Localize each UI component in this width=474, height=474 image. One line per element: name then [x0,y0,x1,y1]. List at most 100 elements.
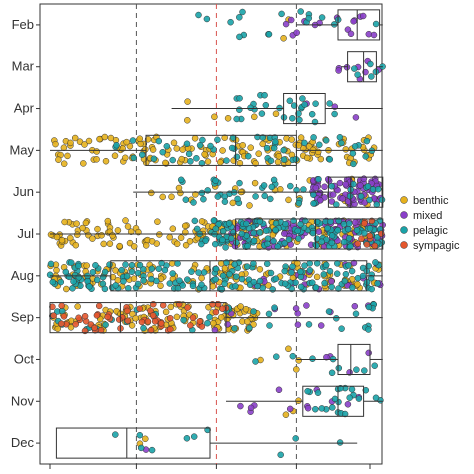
point-jul-benthic [177,234,185,241]
point-aug-pelagic [57,278,65,286]
point-apr-pelagic [247,104,254,112]
point-jun-mixed [342,181,349,188]
point-aug-benthic [221,265,229,272]
point-jul-pelagic [324,224,331,232]
point-oct-benthic [295,357,302,364]
point-jun-pelagic [366,196,373,204]
point-sep-benthic [128,322,136,329]
point-nov-pelagic [304,387,311,395]
point-jun-pelagic [212,177,219,184]
point-jun-pelagic [310,200,317,207]
point-jul-benthic [74,231,81,238]
point-may-benthic [247,144,254,151]
point-jun-mixed [336,179,344,187]
point-may-benthic [55,156,62,163]
point-nov-benthic [295,397,302,404]
point-sep-sympagic [157,320,165,327]
point-oct-pelagic [353,366,360,373]
point-sep-sympagic [49,303,56,311]
point-jul-sympagic [358,235,365,243]
point-jun-pelagic [252,193,259,200]
point-dec-pelagic [292,435,299,442]
point-may-benthic [275,153,283,160]
point-jun-pelagic [200,195,207,203]
point-jul-benthic [100,240,107,248]
point-jul-benthic [79,224,86,232]
point-dec-pelagic [190,433,198,440]
point-sep-benthic [173,313,181,321]
point-jun-pelagic [315,175,322,183]
point-nov-pelagic [372,394,380,402]
point-jul-benthic [166,233,173,241]
point-sep-benthic [217,314,225,321]
point-may-pelagic [336,134,344,141]
point-may-benthic [122,154,129,162]
point-jul-pelagic [313,218,321,225]
point-aug-pelagic [349,284,356,291]
point-mar-pelagic [354,71,361,78]
point-may-pelagic [196,142,204,149]
point-sep-sympagic [166,314,174,322]
point-may-benthic [85,137,93,145]
point-may-benthic [191,135,199,142]
point-may-benthic [259,140,266,148]
point-jul-pelagic [313,242,320,249]
point-aug-pelagic [238,275,246,283]
point-sep-pelagic [266,322,273,329]
point-aug-pelagic [69,285,76,292]
point-aug-pelagic [289,263,296,270]
point-apr-pelagic [290,102,298,109]
point-sep-mixed [317,322,325,329]
point-jul-pelagic [281,239,288,247]
month-label-aug: Aug [11,268,34,283]
point-nov-pelagic [341,410,349,418]
box-apr [283,92,326,125]
point-apr-pelagic [308,110,316,118]
point-jul-pelagic [366,225,374,232]
point-may-benthic [93,156,100,163]
point-aug-benthic [157,282,164,290]
point-apr-benthic [251,113,258,121]
point-aug-pelagic [263,260,271,268]
point-jul-pelagic [264,240,271,248]
point-jun-pelagic [378,196,386,204]
point-apr-pelagic [311,118,319,126]
point-jul-pelagic [347,243,354,250]
point-aug-pelagic [281,267,288,275]
point-feb-benthic [280,35,287,42]
point-sep-sympagic [50,312,57,319]
point-jul-pelagic [345,234,353,242]
point-may-pelagic [322,137,330,144]
point-may-pelagic [228,144,236,152]
point-jun-pelagic [293,186,300,194]
point-aug-benthic [53,266,60,274]
point-sep-mixed [303,302,310,309]
month-label-oct: Oct [14,351,35,366]
point-may-benthic [239,142,246,149]
point-may-benthic [297,134,305,141]
point-may-benthic [111,152,119,159]
box-sep [49,302,227,334]
point-aug-benthic [63,285,70,293]
point-sep-sympagic [81,312,89,320]
point-jun-mixed [316,197,324,204]
point-jul-benthic [61,218,68,226]
point-aug-pelagic [122,261,129,268]
point-may-benthic [93,148,100,155]
point-may-benthic [173,145,181,152]
point-apr-pelagic [286,97,294,105]
legend: benthic mixed pelagic sympagic [400,195,460,252]
point-feb-pelagic [331,21,338,28]
point-aug-pelagic [219,272,227,280]
point-oct-pelagic [328,369,336,377]
legend-label-benthic: benthic [413,195,449,207]
point-sep-pelagic [271,304,278,311]
point-may-benthic [317,155,325,163]
point-sep-benthic [162,308,170,316]
point-nov-mixed [344,401,352,408]
point-jul-pelagic [297,221,304,228]
point-sep-pelagic [305,321,313,328]
point-may-pelagic [280,156,288,163]
point-sep-sympagic [144,318,152,325]
point-aug-pelagic [374,280,381,287]
